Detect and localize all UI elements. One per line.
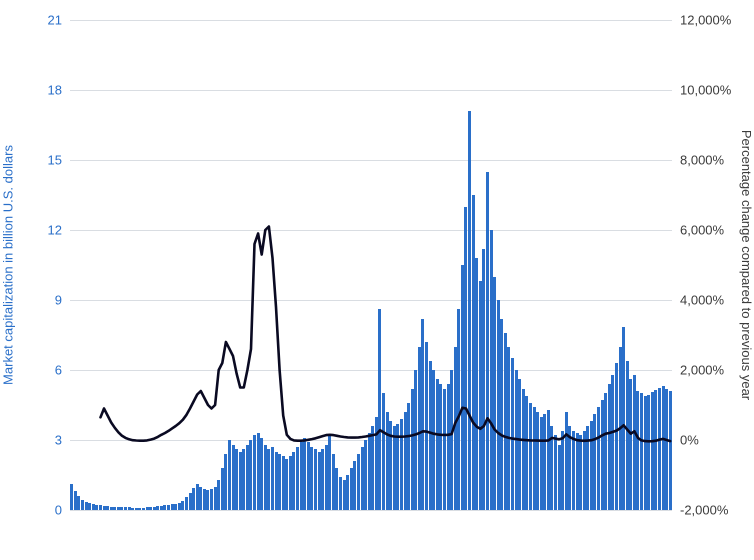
ytick-right: 12,000%: [680, 13, 731, 28]
ytick-right: 10,000%: [680, 83, 731, 98]
ytick-right: 6,000%: [680, 223, 724, 238]
ytick-left: 0: [22, 503, 62, 518]
ytick-right: 4,000%: [680, 293, 724, 308]
ytick-left: 12: [22, 223, 62, 238]
line-series: [70, 20, 672, 510]
ytick-left: 3: [22, 433, 62, 448]
chart-container: Market capitalization in billion U.S. do…: [0, 0, 754, 560]
ytick-left: 6: [22, 363, 62, 378]
ytick-left: 15: [22, 153, 62, 168]
ytick-right: -2,000%: [680, 503, 728, 518]
ytick-right: 2,000%: [680, 363, 724, 378]
gridline: [70, 510, 672, 511]
y-axis-left-label: Market capitalization in billion U.S. do…: [1, 145, 16, 385]
plot-area: 036912151821-2,000%0%2,000%4,000%6,000%8…: [70, 20, 672, 510]
ytick-left: 21: [22, 13, 62, 28]
ytick-right: 8,000%: [680, 153, 724, 168]
ytick-left: 18: [22, 83, 62, 98]
ytick-right: 0%: [680, 433, 699, 448]
y-axis-right-label: Percentage change compared to previous y…: [739, 130, 754, 400]
ytick-left: 9: [22, 293, 62, 308]
